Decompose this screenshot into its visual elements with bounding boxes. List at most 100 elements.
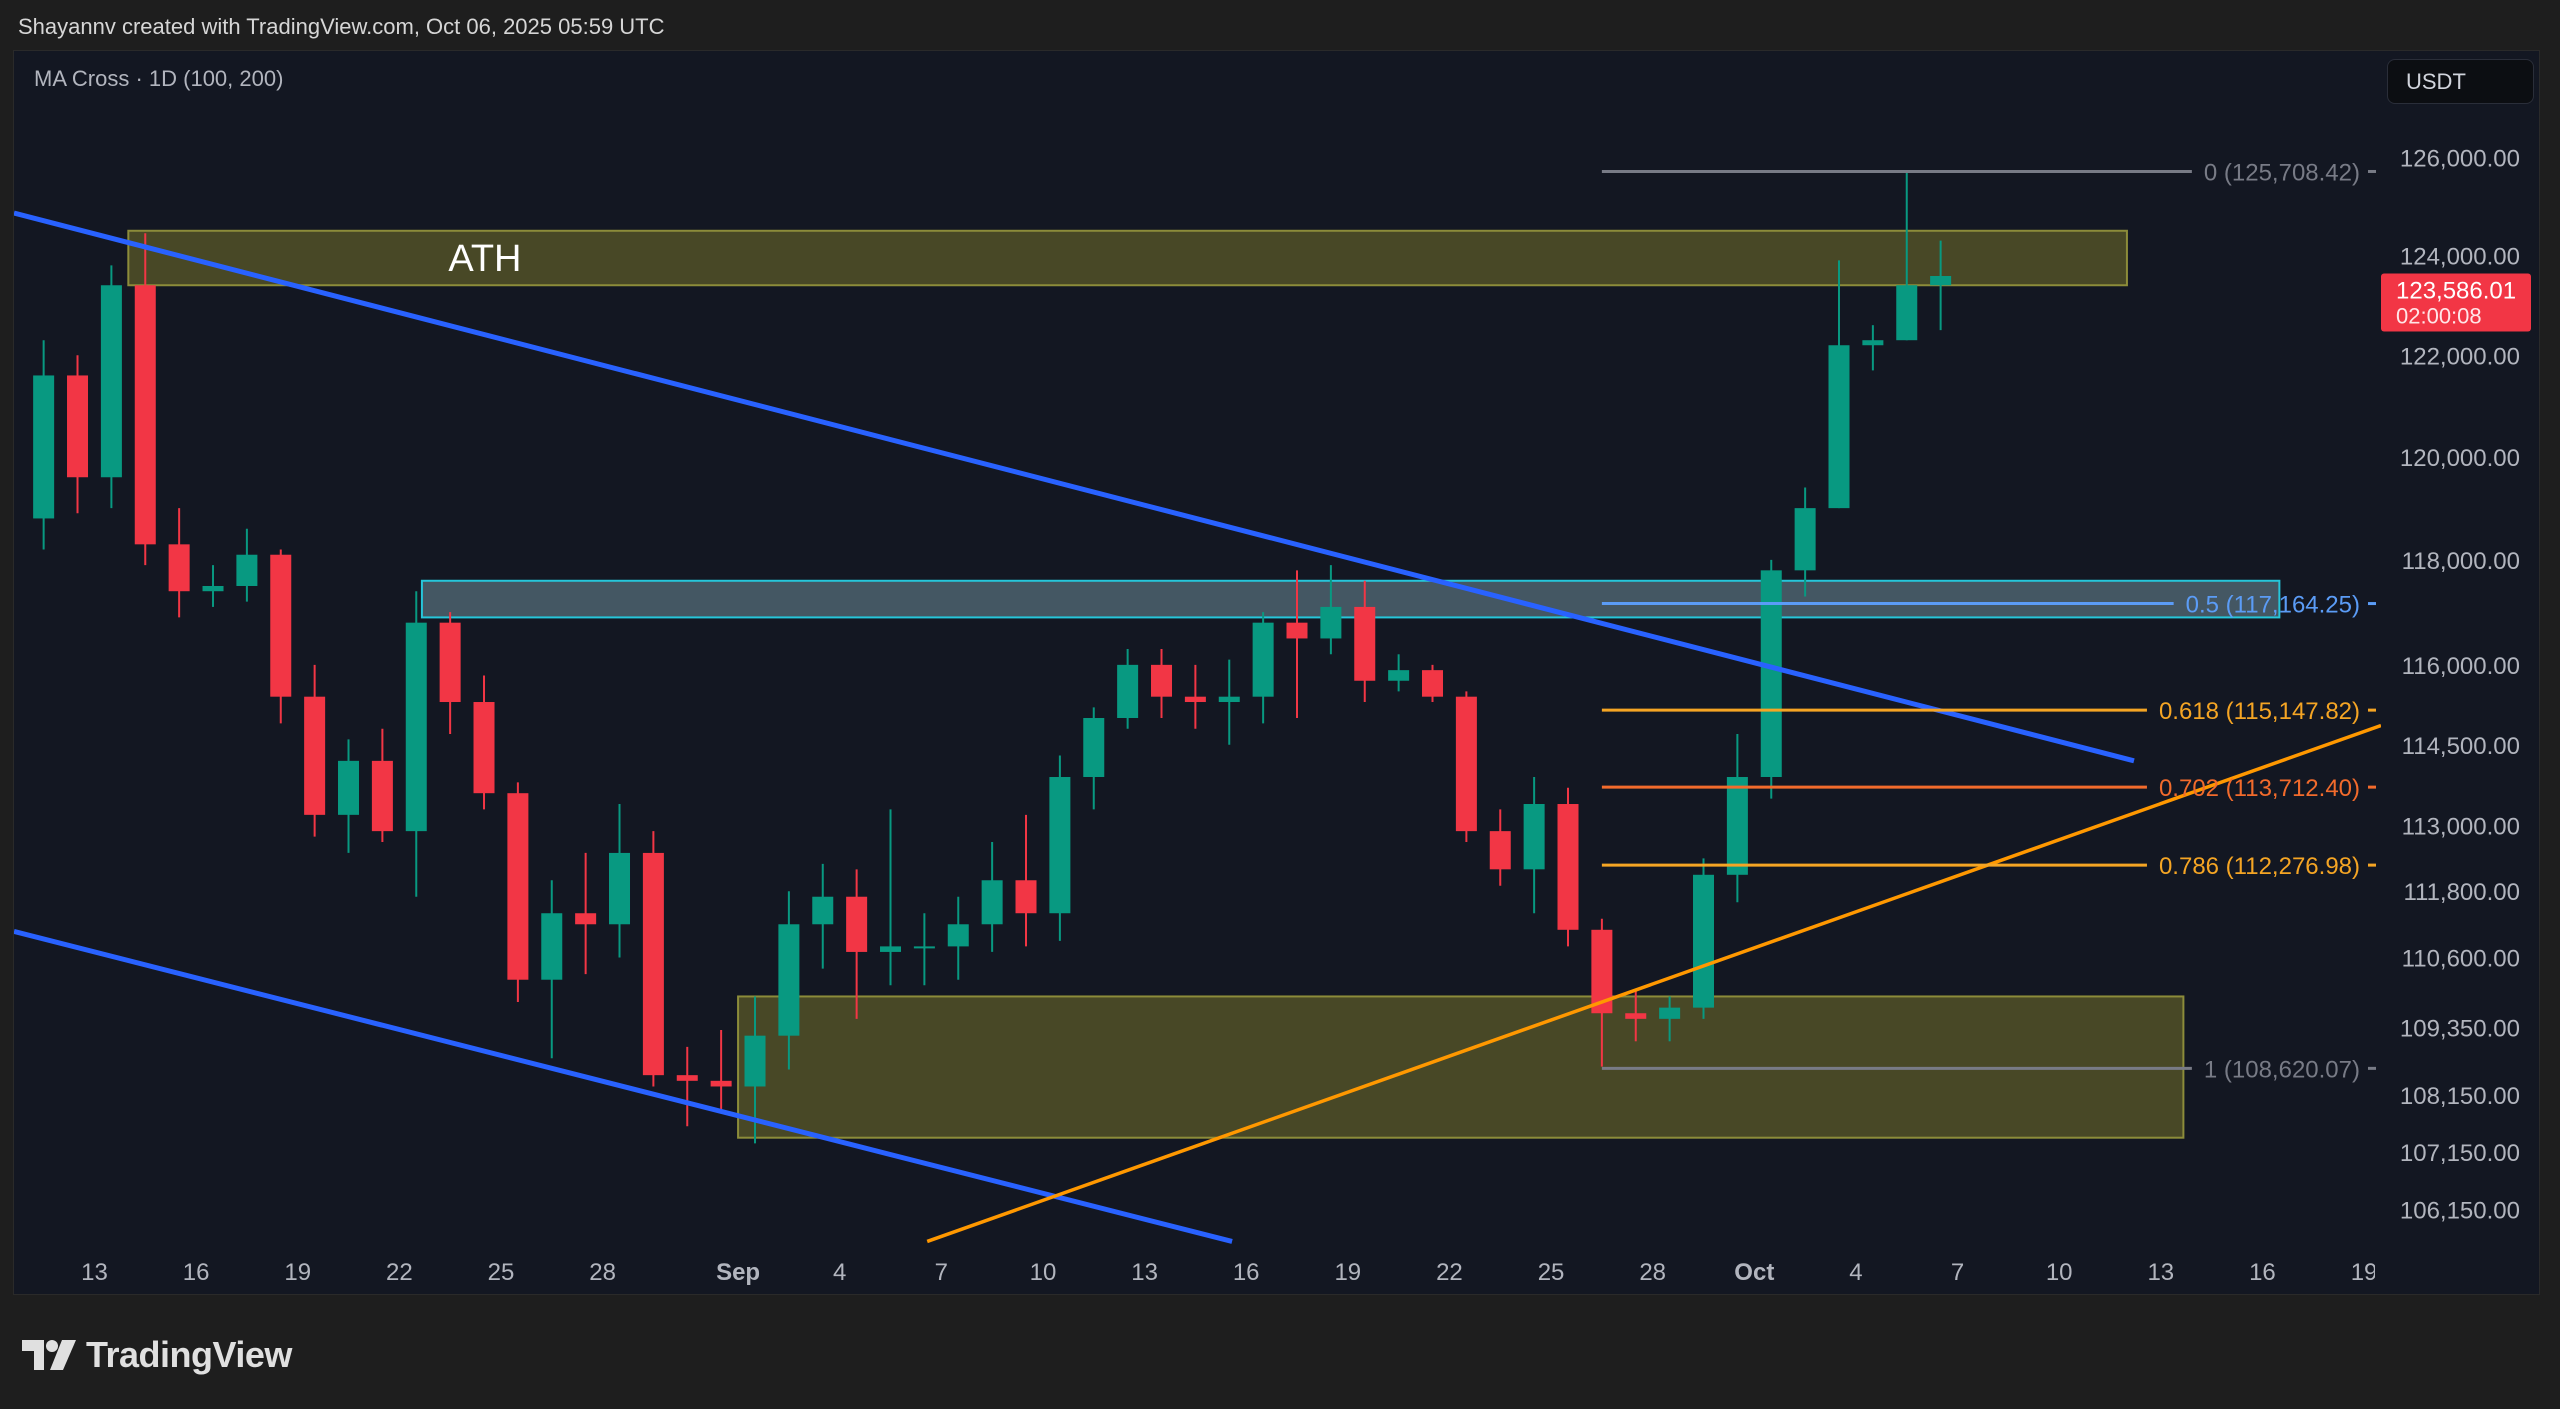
candle <box>981 842 1003 952</box>
y-tick-label: 124,000.00 <box>2400 243 2520 270</box>
candle <box>846 869 868 1019</box>
trendline-ascending-support <box>926 723 2381 1244</box>
candle <box>1930 240 1952 331</box>
x-tick-label: 7 <box>1951 1259 1964 1286</box>
candle-body <box>913 946 935 949</box>
x-tick-label: 22 <box>1436 1259 1463 1286</box>
candle-body <box>1083 718 1105 778</box>
candle <box>1557 787 1579 947</box>
x-tick-label: 16 <box>183 1259 210 1286</box>
candle-body <box>473 702 495 794</box>
candle-body <box>439 622 461 703</box>
currency-button[interactable]: USDT <box>2387 59 2534 104</box>
candle-body <box>1049 777 1071 914</box>
candle <box>1388 654 1410 692</box>
candle-body <box>642 852 664 1076</box>
candle <box>1117 649 1139 729</box>
candle-body <box>1896 285 1918 341</box>
candle-body <box>1760 570 1782 778</box>
candle-body <box>1930 276 1952 286</box>
candle-body <box>1828 345 1850 509</box>
x-tick-label: 19 <box>1334 1259 1361 1286</box>
y-tick-label: 116,000.00 <box>2402 653 2520 680</box>
candle <box>1354 580 1376 703</box>
candle <box>1286 570 1308 719</box>
zone-resistance <box>420 579 2281 619</box>
candle <box>1015 814 1037 947</box>
fib-label-1: 1 (108,620.07) <box>2204 1056 2360 1083</box>
candle <box>541 880 563 1059</box>
x-tick-label: 10 <box>1030 1259 1057 1286</box>
candle-body <box>676 1075 698 1081</box>
fib-label-0.5: 0.5 (117,164.25) <box>2186 592 2360 619</box>
candle-body <box>405 622 427 832</box>
candle-body <box>1693 874 1715 1008</box>
candle-body <box>575 913 597 925</box>
candle-body <box>812 896 834 925</box>
y-tick-label: 113,000.00 <box>2402 814 2520 841</box>
x-tick-label: Oct <box>1734 1259 1774 1286</box>
x-tick-label: 28 <box>1639 1259 1666 1286</box>
candle <box>338 739 360 853</box>
candle <box>1794 487 1816 597</box>
candle-body <box>1218 696 1240 703</box>
candle <box>778 891 800 1070</box>
candle <box>33 340 55 550</box>
current-price-tag-bg <box>2381 273 2531 332</box>
current-price-countdown: 02:00:08 <box>2396 303 2482 328</box>
x-tick-label: 25 <box>488 1259 515 1286</box>
candle <box>1828 260 1850 509</box>
x-tick-label: Sep <box>716 1259 760 1286</box>
candle <box>710 1030 732 1110</box>
candle <box>1184 664 1206 729</box>
candle-body <box>1286 622 1308 639</box>
candle-body <box>1354 606 1376 681</box>
y-tick-label: 126,000.00 <box>2400 145 2520 172</box>
y-tick-label: 118,000.00 <box>2402 548 2520 575</box>
y-tick-label: 122,000.00 <box>2400 343 2520 370</box>
candle <box>1083 707 1105 810</box>
y-tick-label: 109,350.00 <box>2400 1015 2520 1042</box>
candle <box>1151 649 1173 719</box>
x-tick-label: 4 <box>1849 1259 1862 1286</box>
candle <box>439 612 461 735</box>
candle-body <box>1726 777 1748 875</box>
candle <box>609 804 631 958</box>
candle-body <box>1455 696 1477 832</box>
candle-body <box>33 375 55 519</box>
indicator-legend[interactable]: MA Cross · 1D (100, 200) <box>34 66 284 91</box>
candle-body <box>1557 804 1579 930</box>
candle <box>1591 918 1613 1067</box>
candle-body <box>1523 804 1545 870</box>
candle <box>947 896 969 980</box>
tradingview-logo[interactable]: TradingView <box>22 1334 292 1376</box>
candle-body <box>1794 508 1816 571</box>
candle-body <box>1659 1007 1681 1019</box>
candle <box>1252 612 1274 724</box>
tradingview-logo-text: TradingView <box>86 1334 292 1375</box>
candle-body <box>744 1035 766 1087</box>
y-tick-label: 110,600.00 <box>2402 945 2520 972</box>
candle <box>1625 990 1647 1042</box>
candle-body <box>846 896 868 952</box>
candle <box>1523 777 1545 914</box>
candle-body <box>1151 664 1173 697</box>
candle-body <box>371 760 393 832</box>
candle <box>676 1046 698 1127</box>
candle <box>1422 664 1444 703</box>
candle <box>1760 559 1782 799</box>
candle-body <box>1591 929 1613 1014</box>
candle-body <box>947 924 969 947</box>
chart-credit: Shayannv created with TradingView.com, O… <box>18 14 665 39</box>
x-tick-label: 16 <box>2249 1259 2276 1286</box>
y-tick-label: 114,500.00 <box>2402 733 2520 760</box>
candle <box>812 863 834 969</box>
candle <box>642 831 664 1087</box>
fib-label-0: 0 (125,708.42) <box>2204 159 2360 186</box>
candle-body <box>134 285 156 545</box>
x-tick-label: 22 <box>386 1259 413 1286</box>
candle <box>880 809 902 986</box>
candle-body <box>168 544 190 592</box>
